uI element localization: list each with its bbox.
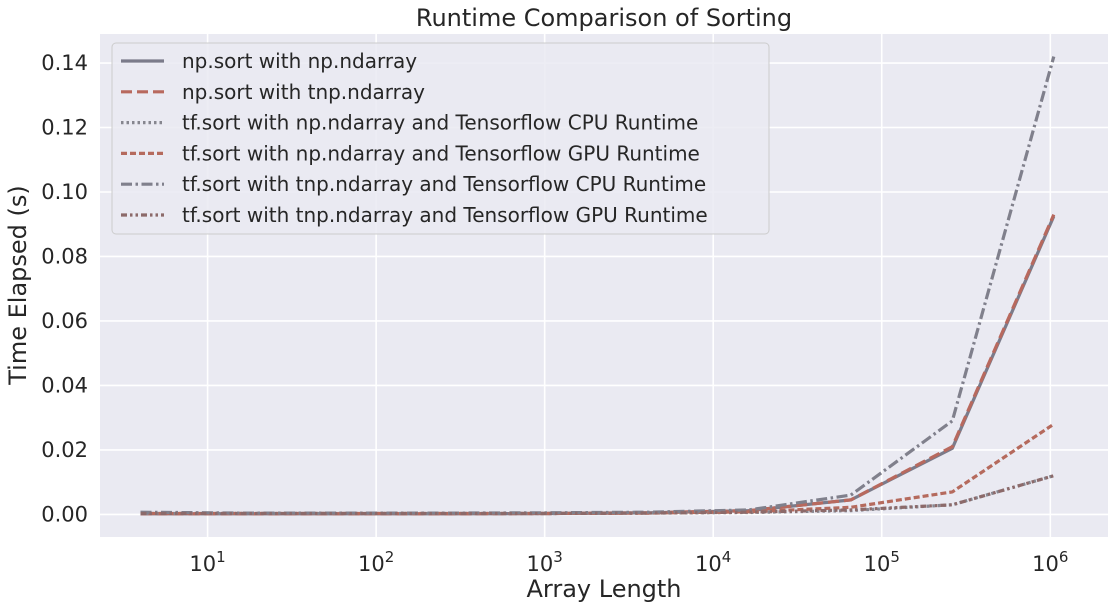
x-tick-label: 106 [1032,548,1068,576]
legend-label-6: tf.sort with tnp.ndarray and Tensorflow … [182,203,708,227]
y-tick-label: 0.10 [41,180,88,204]
legend-label-3: tf.sort with np.ndarray and Tensorflow C… [182,111,698,135]
series-line-6 [140,474,1055,516]
series-lines [140,56,1056,516]
legend-label-2: np.sort with tnp.ndarray [182,80,425,104]
legend-label-5: tf.sort with tnp.ndarray and Tensorflow … [182,172,706,196]
y-tick-label: 0.02 [41,438,88,462]
y-tick-label: 0.04 [41,373,88,397]
x-tick-label: 101 [189,548,225,576]
y-axis-label: Time Elapsed (s) [4,185,32,386]
series-line-4 [140,422,1055,516]
legend-box [111,42,770,235]
y-tick-label: 0.00 [41,502,88,526]
y-tick-labels: 0.00 0.02 0.04 0.06 0.08 0.10 0.12 0.14 [41,51,88,526]
x-tick-label: 105 [864,548,900,576]
chart-title: Runtime Comparison of Sorting [416,4,792,32]
x-tick-label: 104 [695,548,731,576]
x-tick-label: 102 [358,548,394,576]
legend: np.sort with np.ndarray np.sort with tnp.… [111,42,770,235]
y-tick-label: 0.06 [41,309,88,333]
y-tick-label: 0.12 [41,116,88,140]
legend-label-1: np.sort with np.ndarray [182,49,417,73]
legend-label-4: tf.sort with np.ndarray and Tensorflow G… [182,141,700,165]
x-axis-label: Array Length [526,575,681,603]
x-tick-label: 103 [527,548,563,576]
y-tick-label: 0.08 [41,244,88,268]
x-tick-labels: 101 102 103 104 105 106 [189,548,1068,576]
y-tick-label: 0.14 [41,51,88,75]
